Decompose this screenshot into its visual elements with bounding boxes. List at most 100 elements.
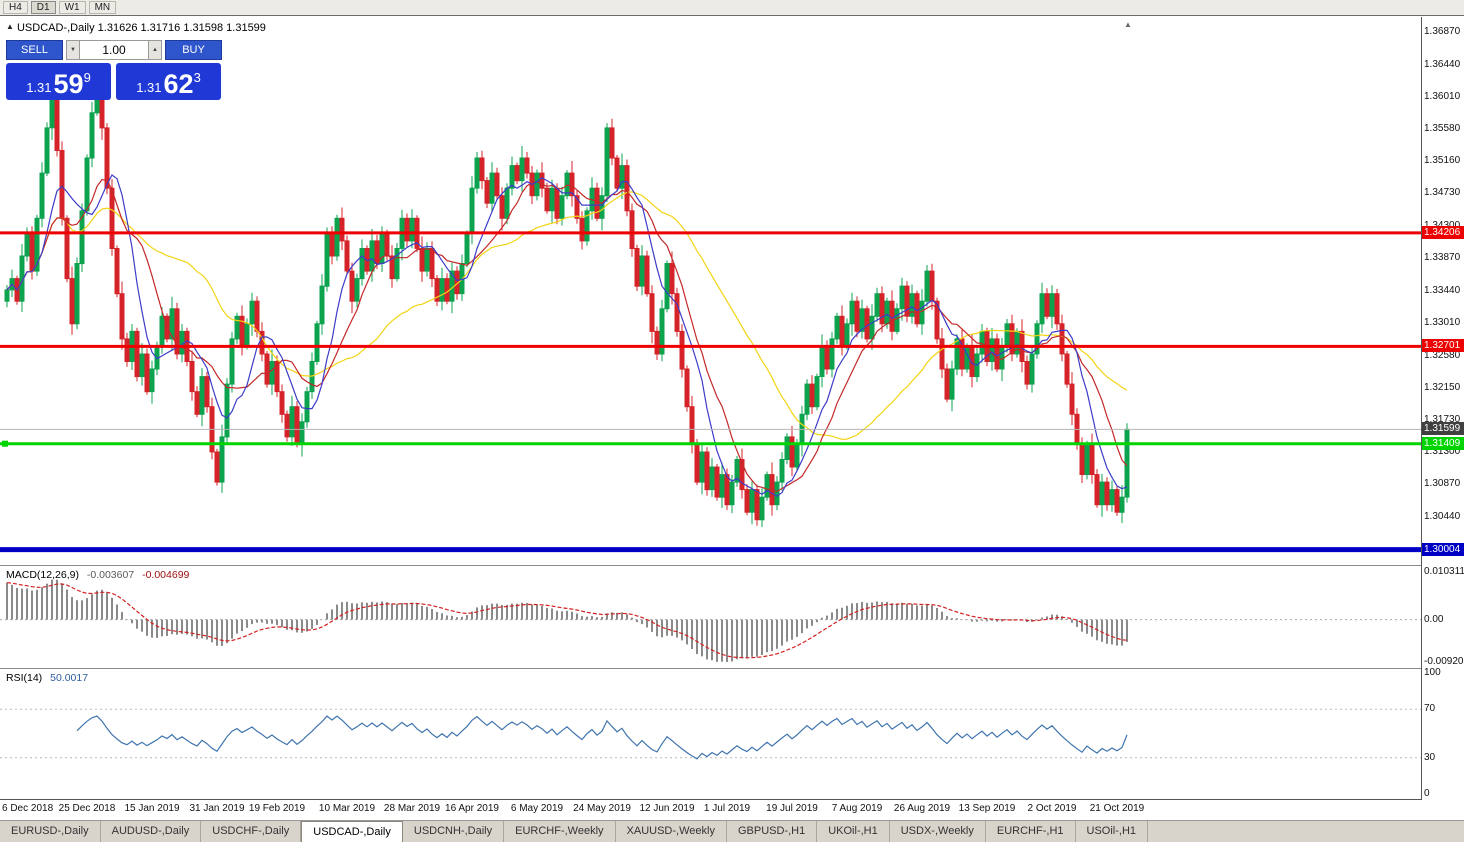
price-axis: 1.36870 1.36440 1.36010 1.35580 1.35160 1.347… <box>1421 17 1464 800</box>
candlestick-chart[interactable] <box>0 17 1421 566</box>
price-badge-1.30004: 1.30004 <box>1422 542 1464 556</box>
price-axis-label: 1.34300 <box>1424 220 1460 231</box>
timeframe-h4-button[interactable]: H4 <box>3 1 28 14</box>
price-axis-label: 1.35160 <box>1424 155 1461 166</box>
macd-signal-value: -0.004699 <box>142 569 190 581</box>
timeframe-mn-button[interactable]: MN <box>88 1 117 14</box>
date-axis-label: 28 Mar 2019 <box>383 803 441 814</box>
volume-input[interactable]: 1.00 <box>80 40 148 60</box>
chart-title: ▲ USDCAD-,Daily 1.31626 1.31716 1.31598 … <box>6 22 266 34</box>
buy-price-prefix: 1.31 <box>136 80 162 95</box>
rsi-axis-label: 70 <box>1424 703 1436 715</box>
tab-xauusd-weekly[interactable]: XAUUSD-,Weekly <box>616 821 727 842</box>
price-axis-label: 1.36010 <box>1424 91 1461 102</box>
timeframe-w1-button[interactable]: W1 <box>58 1 86 14</box>
tab-ukoil-h1[interactable]: UKOil-,H1 <box>817 821 890 842</box>
sell-button[interactable]: SELL <box>6 40 63 60</box>
date-axis-label: 13 Sep 2019 <box>958 803 1016 814</box>
date-axis-label: 12 Jun 2019 <box>639 803 695 814</box>
price-axis-label: 1.36440 <box>1424 58 1461 70</box>
date-axis-label: 2 Oct 2019 <box>1027 803 1077 814</box>
date-axis-label: 21 Oct 2019 <box>1089 803 1145 814</box>
price-chart-pane[interactable]: ▲ USDCAD-,Daily 1.31626 1.31716 1.31598 … <box>0 17 1421 566</box>
date-axis-label: 16 Apr 2019 <box>445 803 499 814</box>
date-axis-label: 24 May 2019 <box>573 803 631 814</box>
timeframe-d1-button[interactable]: D1 <box>30 1 56 14</box>
tab-audusd-daily[interactable]: AUDUSD-,Daily <box>101 821 202 842</box>
price-axis-label: 1.35580 <box>1424 123 1461 135</box>
sell-price-prefix: 1.31 <box>26 80 52 95</box>
up-marker-icon: ▲ <box>6 22 14 31</box>
date-axis-label: 31 Jan 2019 <box>189 803 245 814</box>
tab-eurchf-h1[interactable]: EURCHF-,H1 <box>986 821 1076 842</box>
tab-usoil-h1[interactable]: USOil-,H1 <box>1076 821 1149 842</box>
price-badge-1.31409: 1.31409 <box>1422 436 1464 450</box>
rsi-pane-separator[interactable] <box>0 668 1464 669</box>
volume-decrease-button[interactable]: ▼ <box>66 40 80 60</box>
date-axis-label: 6 Dec 2018 <box>2 803 54 814</box>
volume-increase-button[interactable]: ▲ <box>148 40 162 60</box>
ohlc-open-value: 1.31626 <box>97 22 138 34</box>
rsi-axis-label: 30 <box>1424 751 1436 763</box>
rsi-chart <box>0 669 1421 800</box>
price-axis-label: 1.30440 <box>1424 510 1461 522</box>
macd-axis-label: -0.009203 <box>1424 656 1464 667</box>
rsi-name: RSI(14) <box>6 672 43 684</box>
price-axis-label: 1.33870 <box>1424 252 1461 264</box>
ohlc-high-value: 1.31716 <box>140 22 181 34</box>
price-axis-label: 1.32580 <box>1424 349 1461 361</box>
date-axis-label: 19 Jul 2019 <box>766 803 818 814</box>
macd-chart <box>0 566 1421 668</box>
rsi-value: 50.0017 <box>50 672 89 684</box>
tab-usdcnh-daily[interactable]: USDCNH-,Daily <box>403 821 505 842</box>
price-axis-label: 1.31300 <box>1424 446 1461 457</box>
price-axis-label: 1.33010 <box>1424 317 1461 329</box>
price-axis-label: 1.30870 <box>1424 478 1461 490</box>
chart-bottom-frame <box>0 799 1464 800</box>
date-axis-label: 25 Dec 2018 <box>58 803 116 814</box>
one-click-trading-widget: SELL ▼ 1.00 ▲ BUY 1.31 59 9 1.31 62 3 <box>6 40 222 100</box>
price-badge-1.32701: 1.32701 <box>1422 339 1464 353</box>
time-axis: 6 Dec 2018 25 Dec 2018 15 Jan 2019 31 Jan 2… <box>0 800 1464 818</box>
tab-usdx-weekly[interactable]: USDX-,Weekly <box>890 821 986 842</box>
tab-usdchf-daily[interactable]: USDCHF-,Daily <box>201 821 302 842</box>
rsi-indicator-label: RSI(14) 50.0017 <box>6 672 88 684</box>
chart-tabs-bar: EURUSD-,Daily AUDUSD-,Daily USDCHF-,Daily U… <box>0 820 1464 842</box>
macd-axis-label: 0.00 <box>1424 613 1444 625</box>
buy-price-pips: 62 <box>163 69 194 99</box>
date-axis-label: 7 Aug 2019 <box>831 803 883 814</box>
date-axis-label: 19 Feb 2019 <box>248 803 306 814</box>
macd-name: MACD(12,26,9) <box>6 569 79 581</box>
chart-symbol-label: USDCAD-,Daily <box>16 22 95 34</box>
ohlc-low-value: 1.31598 <box>183 22 224 34</box>
date-axis-label: 6 May 2019 <box>510 803 564 814</box>
macd-indicator-pane: MACD(12,26,9) -0.003607 -0.004699 <box>0 566 1421 668</box>
volume-stepper: ▼ 1.00 ▲ <box>66 40 162 60</box>
sell-price-button[interactable]: 1.31 59 9 <box>6 63 111 100</box>
date-axis-label: 15 Jan 2019 <box>124 803 180 814</box>
tab-eurusd-daily[interactable]: EURUSD-,Daily <box>0 821 101 842</box>
date-axis-label: 1 Jul 2019 <box>703 803 751 814</box>
price-axis-label: 1.31730 <box>1424 413 1461 425</box>
buy-price-button[interactable]: 1.31 62 3 <box>116 63 221 100</box>
price-axis-label: 1.32150 <box>1424 381 1461 393</box>
date-axis-label: 10 Mar 2019 <box>318 803 376 814</box>
tab-eurchf-weekly[interactable]: EURCHF-,Weekly <box>504 821 616 842</box>
sell-price-pipette: 9 <box>83 70 91 85</box>
date-axis-label: 26 Aug 2019 <box>893 803 951 814</box>
tab-usdcad-daily[interactable]: USDCAD-,Daily <box>301 821 403 842</box>
macd-indicator-label: MACD(12,26,9) -0.003607 -0.004699 <box>6 569 189 581</box>
price-axis-label: 1.36870 <box>1424 26 1461 38</box>
macd-pane-separator[interactable] <box>0 565 1464 566</box>
macd-main-value: -0.003607 <box>86 569 135 581</box>
chart-shift-marker-icon: ▲ <box>1124 20 1132 29</box>
tab-gbpusd-h1[interactable]: GBPUSD-,H1 <box>727 821 818 842</box>
rsi-axis-label: 0 <box>1424 788 1430 799</box>
price-axis-label: 1.34730 <box>1424 187 1461 199</box>
rsi-axis-label: 100 <box>1424 667 1441 678</box>
rsi-indicator-pane: RSI(14) 50.0017 <box>0 669 1421 800</box>
buy-button[interactable]: BUY <box>165 40 222 60</box>
price-axis-label: 1.33440 <box>1424 284 1461 296</box>
ohlc-close-value: 1.31599 <box>226 22 266 34</box>
